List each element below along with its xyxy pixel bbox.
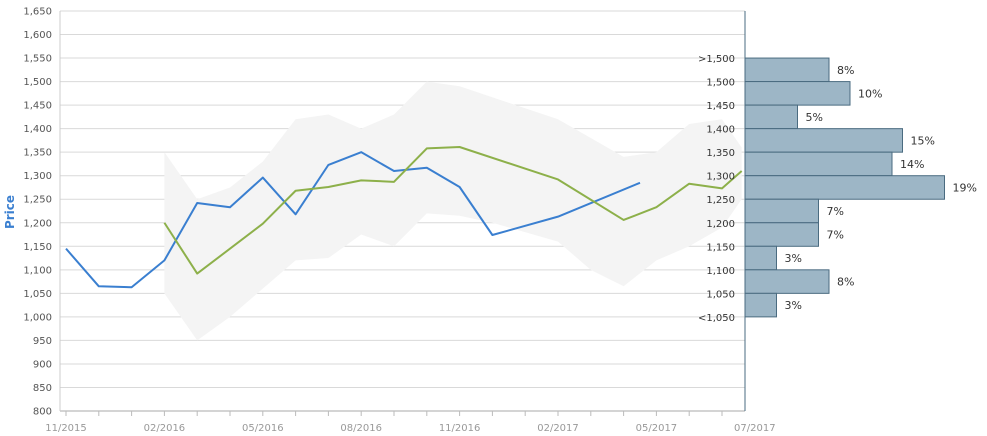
x-tick-label: 11/2015 xyxy=(45,423,87,434)
y-tick-label: 1,250 xyxy=(23,195,52,206)
y-tick-label: 950 xyxy=(33,336,52,347)
y-axis-label: Price xyxy=(3,195,17,229)
distribution-percent-label: 7% xyxy=(827,205,844,218)
distribution-bin-label: <1,050 xyxy=(698,313,735,324)
series-line-2 xyxy=(163,146,743,275)
range-band-area xyxy=(164,81,742,341)
distribution-bar xyxy=(744,128,903,153)
y-tick-label: 1,550 xyxy=(23,54,52,65)
y-tick-label: 1,300 xyxy=(23,171,52,182)
distribution-bar xyxy=(744,269,830,294)
distribution-bar xyxy=(744,151,893,177)
x-tick-label: 08/2016 xyxy=(340,423,382,434)
distribution-percent-label: 10% xyxy=(858,87,882,100)
distribution-percent-label: 15% xyxy=(911,134,935,147)
y-tick-label: 1,000 xyxy=(23,312,52,323)
distribution-percent-label: 19% xyxy=(953,181,977,194)
distribution-bar xyxy=(744,245,777,271)
x-tick-label: 05/2017 xyxy=(636,423,678,434)
distribution-bin-label: 1,450 xyxy=(706,101,735,112)
x-tick-label: 11/2016 xyxy=(439,423,481,434)
distribution-bin-label: 1,250 xyxy=(706,195,735,206)
distribution-histogram: >1,500 8% 1,500 10% 1,450 5% 1,400 15% 1,350 14% 1… xyxy=(698,54,977,324)
distribution-bin-label: 1,300 xyxy=(706,172,735,183)
series-lines xyxy=(65,146,743,289)
y-tick-label: 1,600 xyxy=(23,30,52,41)
distribution-percent-label: 8% xyxy=(837,64,854,77)
distribution-bin-label: >1,500 xyxy=(698,54,735,65)
distribution-bin-label: 1,100 xyxy=(706,266,735,277)
distribution-bar xyxy=(744,222,819,247)
y-tick-label: 850 xyxy=(33,383,52,394)
x-tick-label: 02/2017 xyxy=(537,423,579,434)
y-tick-label: 1,350 xyxy=(23,148,52,159)
y-tick-label: 1,150 xyxy=(23,242,52,253)
distribution-bin-label: 1,400 xyxy=(706,125,735,136)
distribution-bar xyxy=(744,104,798,130)
distribution-bin-label: 1,200 xyxy=(706,219,735,230)
x-tick-label: 02/2016 xyxy=(144,423,186,434)
y-tick-label: 900 xyxy=(33,359,52,370)
distribution-percent-label: 8% xyxy=(837,276,854,289)
x-tick-label: 05/2016 xyxy=(242,423,284,434)
y-tick-label: 1,500 xyxy=(23,77,52,88)
distribution-bin-label: 1,050 xyxy=(706,289,735,300)
distribution-percent-label: 5% xyxy=(806,111,823,124)
y-tick-label: 1,400 xyxy=(23,124,52,135)
distribution-bar xyxy=(744,57,830,83)
distribution-bin-label: 1,350 xyxy=(706,148,735,159)
distribution-bin-label: 1,150 xyxy=(706,242,735,253)
x-tick-label: 07/2017 xyxy=(734,423,776,434)
distribution-percent-label: 3% xyxy=(785,299,802,312)
distribution-percent-label: 14% xyxy=(900,158,924,171)
distribution-bar xyxy=(744,198,819,224)
y-tick-label: 1,200 xyxy=(23,218,52,229)
y-tick-label: 1,450 xyxy=(23,101,52,112)
distribution-bar xyxy=(744,292,777,318)
price-range-band xyxy=(164,81,742,341)
y-tick-label: 800 xyxy=(33,407,52,418)
y-tick-label: 1,650 xyxy=(23,7,52,18)
y-tick-label: 1,100 xyxy=(23,265,52,276)
distribution-bar xyxy=(744,175,945,200)
distribution-percent-label: 3% xyxy=(785,252,802,265)
distribution-percent-label: 7% xyxy=(827,229,844,242)
distribution-bin-label: 1,500 xyxy=(706,78,735,89)
distribution-bar xyxy=(744,81,851,106)
axes: 800 850 900 950 1,000 1,050 1,100 1,150 1,200 1,2… xyxy=(23,7,775,435)
y-tick-label: 1,050 xyxy=(23,289,52,300)
